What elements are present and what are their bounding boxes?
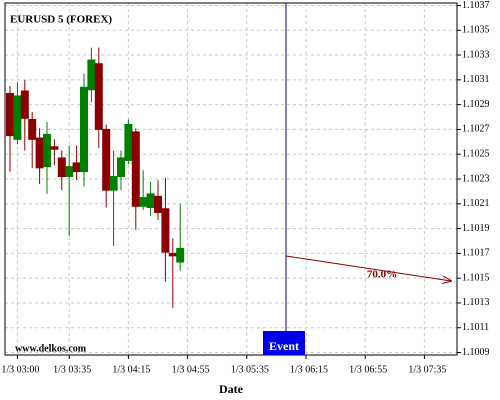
event-label: Event <box>269 339 299 353</box>
grid <box>5 3 457 355</box>
y-tick-label: 1.1013 <box>462 297 490 308</box>
y-tick-label: 1.1025 <box>462 149 490 160</box>
candle-body <box>87 59 96 91</box>
projection-arrow <box>285 255 451 281</box>
y-tick-label: 1.1033 <box>462 49 490 60</box>
candle-body <box>13 95 22 140</box>
candle-body <box>131 131 140 207</box>
candle-body <box>57 157 66 178</box>
x-tick-label: 1/3 04:55 <box>172 364 210 375</box>
candle-body <box>146 193 155 209</box>
event-box <box>263 331 305 355</box>
candle-body <box>168 252 177 257</box>
x-tick-label: 1/3 03:35 <box>53 364 91 375</box>
y-tick-label: 1.1027 <box>462 124 490 135</box>
arrow-label: 70.0% <box>367 269 397 281</box>
candle-body <box>6 92 14 137</box>
x-tick-label: 1/3 06:55 <box>349 364 387 375</box>
candle-body <box>94 63 103 130</box>
candle-body <box>65 166 74 178</box>
candle-body <box>161 208 170 253</box>
y-tick-label: 1.1021 <box>462 198 490 209</box>
candle-body <box>35 137 44 169</box>
chart-title: EURUSD 5 (FOREX) <box>10 14 112 26</box>
candle-body <box>117 157 125 178</box>
candle-body <box>50 146 59 150</box>
candle-body <box>154 195 162 213</box>
x-tick-label: 1/3 03:00 <box>1 364 39 375</box>
y-tick-label: 1.1009 <box>462 347 490 358</box>
x-tick-label: 1/3 05:35 <box>231 364 269 375</box>
candles <box>6 47 185 308</box>
candle-body <box>43 133 51 168</box>
x-tick-label: 1/3 04:15 <box>112 364 150 375</box>
candle-body <box>102 128 111 191</box>
y-tick-label: 1.1023 <box>462 173 490 184</box>
candle-body <box>124 123 133 161</box>
y-tick-label: 1.1017 <box>462 248 490 259</box>
candle-body <box>139 197 148 207</box>
watermark: www.delkos.com <box>15 343 87 354</box>
candle-body <box>28 119 37 140</box>
y-tick-label: 1.1011 <box>462 322 489 333</box>
candle-body <box>72 162 81 173</box>
candle-body <box>80 86 88 173</box>
x-axis-label: Date <box>219 382 244 396</box>
candle-body <box>176 247 185 263</box>
y-tick-label: 1.1029 <box>462 99 490 110</box>
y-tick-label: 1.1015 <box>462 272 490 283</box>
y-tick-label: 1.1035 <box>462 25 490 36</box>
x-tick-label: 1/3 06:15 <box>290 364 328 375</box>
candle-body <box>20 90 29 119</box>
y-tick-label: 1.1019 <box>462 223 490 234</box>
y-tick-label: 1.1031 <box>462 74 490 85</box>
candle-body <box>109 176 118 191</box>
y-tick-label: 1.1037 <box>462 0 490 11</box>
x-tick-label: 1/3 07:35 <box>408 364 446 375</box>
